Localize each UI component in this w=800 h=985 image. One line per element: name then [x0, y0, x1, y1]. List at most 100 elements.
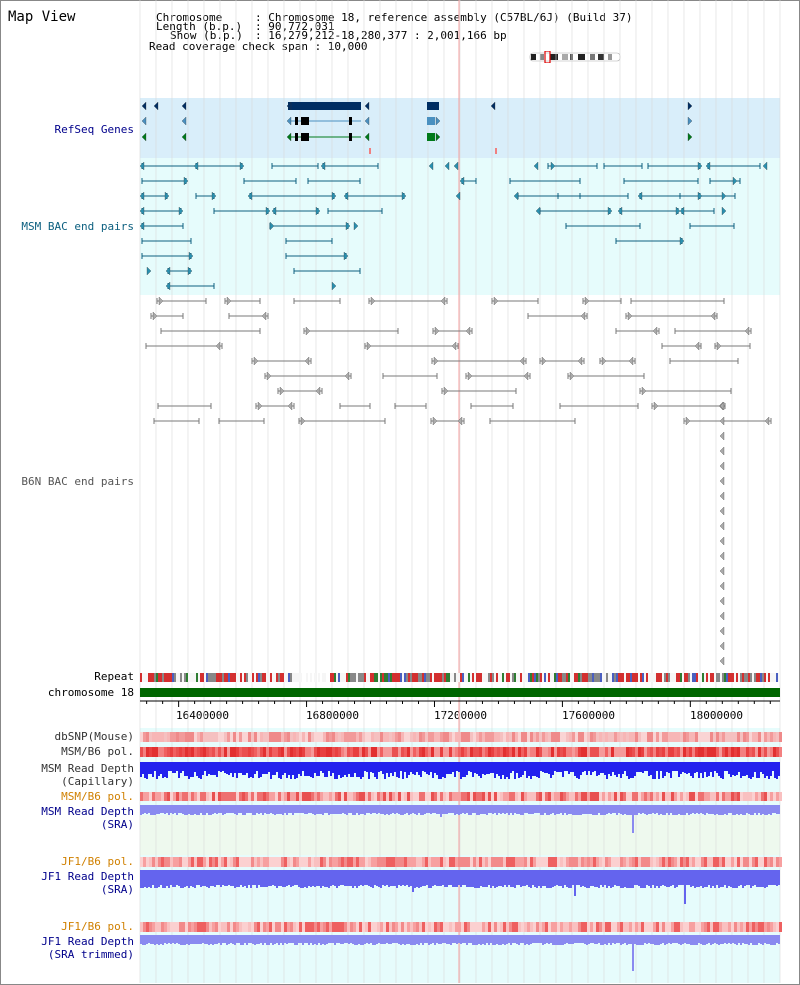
repeat-element — [184, 673, 186, 682]
jf1-sra-depth-bar — [330, 870, 332, 886]
msm-sra-depth-bar — [690, 805, 692, 814]
jf1-b6-pol-trimmed-cell — [326, 922, 329, 932]
msm-sra-depth-bar — [428, 805, 430, 813]
repeat-element — [314, 673, 316, 682]
msm-capillary-depth-bar — [220, 762, 222, 772]
msm-sra-depth-bar — [270, 805, 272, 813]
jf1-sra-depth-bar — [540, 870, 542, 888]
jf1-b6-pol-cell — [644, 857, 647, 867]
msm-capillary-depth-bar — [700, 762, 702, 773]
jf1-b6-pol-trimmed-cell — [632, 922, 635, 932]
msm-sra-depth-bar — [374, 805, 376, 813]
repeat-element — [256, 673, 258, 682]
jf1-sra-depth-bar — [746, 870, 748, 885]
msm-b6-pol-cell — [536, 747, 539, 757]
b6n-bac-end — [719, 461, 725, 471]
msm-b6-pol-sra-cell — [281, 792, 284, 801]
jf1-b6-pol-trimmed-cell — [680, 922, 683, 932]
jf1-b6-pol-cell — [572, 857, 575, 867]
repeat-element — [640, 673, 642, 682]
jf1-trimmed-depth-bar — [578, 935, 580, 943]
jf1-trimmed-depth-bar — [604, 935, 606, 944]
msm-b6-pol-sra-cell — [590, 792, 593, 801]
jf1-trimmed-depth-bar — [754, 935, 756, 945]
msm-b6-pol-cell — [395, 747, 398, 757]
jf1-trimmed-depth-bar — [584, 935, 586, 944]
dbsnp-cell — [296, 732, 299, 742]
msm-sra-depth-bar — [182, 805, 184, 814]
msm-b6-pol-sra-cell — [677, 792, 680, 801]
b6n-bac-end — [152, 311, 158, 321]
jf1-sra-depth-bar — [216, 870, 218, 885]
msm-sra-depth-bar — [252, 805, 254, 815]
jf1-trimmed-depth-bar — [440, 935, 442, 944]
jf1-trimmed-depth-bar — [260, 935, 262, 943]
msm-b6-pol-sra-cell — [539, 792, 542, 801]
msm-bac-end — [239, 161, 245, 171]
msm-sra-depth-bar — [352, 805, 354, 815]
repeat-element — [562, 673, 564, 682]
msm-capillary-depth-bar — [516, 762, 518, 773]
length-value: : 90,772,031 — [255, 20, 335, 33]
msm-b6-pol-cell — [236, 747, 239, 757]
dbsnp-cell — [455, 732, 458, 742]
msm-b6-pol-cell — [146, 747, 149, 757]
repeat-element — [556, 673, 558, 682]
repeat-element — [216, 673, 218, 682]
msm-b6-pol-cell — [254, 747, 257, 757]
jf1-trimmed-depth-bar — [384, 935, 386, 944]
jf1-b6-pol-trimmed-cell — [719, 922, 722, 932]
msm-b6-pol-sra-cell — [488, 792, 491, 801]
msm-capillary-depth-bar — [702, 762, 704, 778]
dbsnp-cell — [185, 732, 188, 742]
jf1-sra-depth-bar — [250, 870, 252, 888]
jf1-b6-pol-cell — [440, 857, 443, 867]
msm-capillary-depth-bar — [538, 762, 540, 778]
msm-b6-pol-cell — [749, 747, 752, 757]
jf1-sra-depth-bar — [350, 870, 352, 886]
msm-b6-pol-cell — [287, 747, 290, 757]
jf1-trimmed-depth-bar — [696, 935, 698, 945]
jf1-b6-pol-cell — [623, 857, 626, 867]
msm-sra-depth-bar — [510, 805, 512, 813]
msm-bac-end — [513, 191, 519, 201]
jf1-sra-depth-bar — [396, 870, 398, 888]
jf1-sra-depth-bar — [348, 870, 350, 886]
msm-sra-depth-bar — [194, 805, 196, 814]
msm-b6-pol-cell — [689, 747, 692, 757]
jf1-b6-pol-cell — [596, 857, 599, 867]
msm-sra-depth-bar — [532, 805, 534, 814]
repeat-element — [466, 673, 468, 682]
repeat-element — [716, 673, 718, 682]
jf1-b6-pol-trimmed-cell — [539, 922, 542, 932]
jf1-sra-depth-bar — [394, 870, 396, 886]
msm-sra-depth-bar — [152, 805, 154, 815]
repeat-element — [548, 673, 550, 682]
dbsnp-cell — [398, 732, 401, 742]
msm-capillary-depth-bar — [754, 762, 756, 772]
msm-b6-pol-cell — [179, 747, 182, 757]
msm-b6-pol-sra-cell — [347, 792, 350, 801]
msm-sra-depth-bar — [344, 805, 346, 814]
jf1-sra-depth-bar — [220, 870, 222, 887]
msm-b6-pol-sra-cell — [305, 792, 308, 801]
msm-sra-depth-bar — [222, 805, 224, 815]
jf1-b6-pol-cell — [626, 857, 629, 867]
jf1-sra-depth-bar — [690, 870, 692, 887]
jf1-trimmed-depth-bar — [422, 935, 424, 945]
msm-b6-pol-cell — [308, 747, 311, 757]
jf1-b6-pol-cell — [473, 857, 476, 867]
msm-bac-end — [139, 221, 145, 231]
jf1-sra-depth-bar — [580, 870, 582, 887]
jf1-b6-pol-trimmed-cell — [185, 922, 188, 932]
msm-capillary-depth-bar — [338, 762, 340, 775]
jf1-trimmed-depth-bar — [620, 935, 622, 945]
jf1-trimmed-depth-bar — [208, 935, 210, 945]
msm-b6-pol-sra-cell — [464, 792, 467, 801]
dbsnp-cell — [440, 732, 443, 742]
msm-capillary-depth-bar — [394, 762, 396, 772]
jf1-sra-depth-bar — [248, 870, 250, 885]
msm-b6-pol-cell — [257, 747, 260, 757]
msm-b6-pol-sra-cell — [461, 792, 464, 801]
